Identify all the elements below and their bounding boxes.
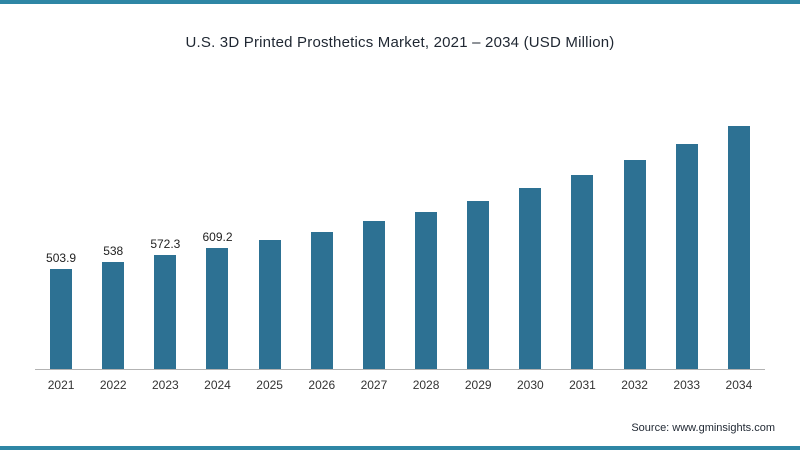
bar-2031 xyxy=(571,175,594,369)
bar-value-label-2023: 572.3 xyxy=(150,237,181,251)
x-axis-label-2025: 2025 xyxy=(256,378,283,392)
x-axis-label-2029: 2029 xyxy=(464,378,492,392)
source-attribution: Source: www.gminsights.com xyxy=(631,422,775,434)
x-axis-label-2033: 2033 xyxy=(673,378,701,392)
plot-area: 503.9 538 572.3 609.2 xyxy=(35,94,765,370)
x-axis-label-2024: 2024 xyxy=(204,378,231,392)
x-axis-label-2032: 2032 xyxy=(621,378,648,392)
bar-2026 xyxy=(310,232,333,369)
bar-2024 xyxy=(206,248,229,369)
bar-2023 xyxy=(154,255,177,369)
bar-column-2032 xyxy=(609,94,661,369)
x-axis-label-2021: 2021 xyxy=(47,378,75,392)
x-axis-label-2027: 2027 xyxy=(360,378,388,392)
x-axis-label-2026: 2026 xyxy=(308,378,336,392)
bar-2021 xyxy=(50,269,73,369)
bar-column-2034 xyxy=(713,94,765,369)
bar-value-label-2024: 609.2 xyxy=(202,230,233,244)
bar-value-label-2022: 538 xyxy=(103,244,124,258)
x-axis-label-2030: 2030 xyxy=(516,378,544,392)
bar-column-2030 xyxy=(504,94,556,369)
bar-2032 xyxy=(623,160,646,369)
x-axis-label-2031: 2031 xyxy=(569,378,596,392)
x-axis-label-2034: 2034 xyxy=(725,378,753,392)
bar-column-2022: 538 xyxy=(87,94,139,369)
bar-chart: 503.9 538 572.3 609.2 2021 2022 2023 2024 2025 2… xyxy=(35,94,765,392)
bar-value-label-2021: 503.9 xyxy=(46,251,77,265)
bar-column-2033 xyxy=(661,94,713,369)
bar-column-2027 xyxy=(348,94,400,369)
bar-2025 xyxy=(258,240,281,369)
bar-column-2024: 609.2 xyxy=(191,94,243,369)
bar-column-2028 xyxy=(400,94,452,369)
bar-column-2023: 572.3 xyxy=(139,94,191,369)
x-axis-label-2022: 2022 xyxy=(99,378,127,392)
x-axis-labels: 2021 2022 2023 2024 2025 2026 2027 2028 2029 2030… xyxy=(35,370,765,392)
bar-column-2021: 503.9 xyxy=(35,94,87,369)
bar-2027 xyxy=(362,221,385,369)
bar-2030 xyxy=(519,188,542,369)
bar-2034 xyxy=(727,126,750,369)
x-axis-label-2028: 2028 xyxy=(412,378,440,392)
bar-column-2026 xyxy=(296,94,348,369)
bar-column-2029 xyxy=(452,94,504,369)
bar-2029 xyxy=(467,201,490,369)
chart-title: U.S. 3D Printed Prosthetics Market, 2021… xyxy=(185,34,615,51)
bar-2033 xyxy=(675,144,698,369)
bar-2022 xyxy=(102,262,125,369)
x-axis-label-2023: 2023 xyxy=(152,378,179,392)
bar-2028 xyxy=(415,212,438,369)
bar-column-2025 xyxy=(244,94,296,369)
bar-column-2031 xyxy=(556,94,608,369)
